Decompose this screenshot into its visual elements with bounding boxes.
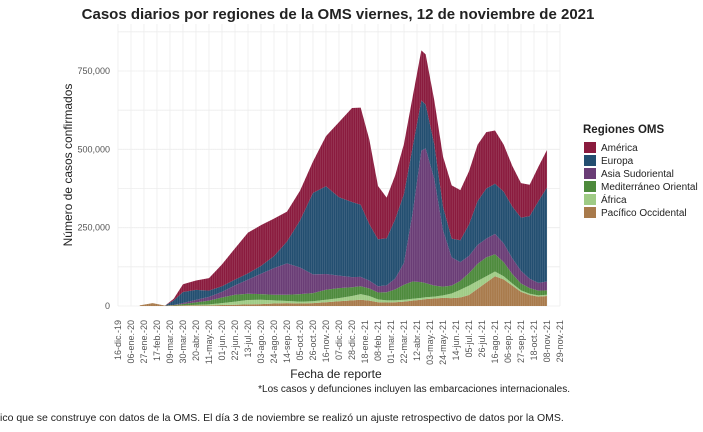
y-tick-label: 500,000: [77, 144, 110, 154]
x-tick-label: 01-mar.-21: [386, 320, 396, 364]
legend: Regiones OMS América Europa Asia Sudorient…: [583, 124, 698, 219]
legend-swatch: [584, 142, 596, 153]
x-axis-title: Fecha de reporte: [290, 367, 382, 381]
area-america: [139, 50, 547, 306]
stacked-areas: [119, 24, 548, 306]
area-asia-sudoriental: [139, 148, 547, 306]
x-tick-label: 18-ene.-21: [360, 320, 370, 364]
y-axis-title: Número de casos confirmados: [61, 84, 75, 247]
x-tick-label: 17-feb.-20: [152, 320, 162, 361]
x-tick-label: 14-sep.-20: [282, 320, 292, 363]
legend-label: África: [601, 193, 627, 206]
x-tick-label: 26-oct.-20: [308, 320, 318, 361]
area-pacifico-occidental: [139, 276, 547, 306]
x-tick-label: 11-may.-20: [204, 320, 214, 364]
chart-title: Casos diarios por regiones de la OMS vie…: [82, 6, 595, 23]
x-tick-label: 27-sep.-21: [516, 320, 526, 363]
legend-swatch: [584, 194, 596, 205]
x-tick-label: 24-ago.-20: [269, 320, 279, 364]
x-tick-label: 16-ago.-21: [490, 320, 500, 364]
legend-label: Mediterráneo Oriental: [601, 182, 698, 193]
legend-swatch: [584, 168, 596, 179]
x-tick-label: 07-dic.-20: [334, 320, 344, 360]
y-tick-label: 250,000: [77, 223, 110, 233]
x-tick-label: 26-jul.-21: [477, 320, 487, 358]
x-tick-label: 01-jun.-20: [217, 320, 227, 361]
page-caption: ico que se construye con datos de la OMS…: [0, 412, 564, 424]
legend-label: América: [601, 143, 638, 154]
x-tick-label: 06-ene.-20: [126, 320, 136, 364]
legend-swatch: [584, 181, 596, 192]
x-tick-label: 16-nov.-20: [321, 320, 331, 362]
x-tick-label: 28-dic.-20: [347, 320, 357, 360]
x-tick-label: 22-mar.-21: [399, 320, 409, 364]
legend-label: Europa: [601, 156, 634, 167]
x-tick-labels: 16-dic.-19 06-ene.-20 27-ene.-20 17-feb.-20…: [113, 320, 565, 365]
x-tick-label: 27-ene.-20: [139, 320, 149, 364]
legend-label: Pacífico Occidental: [601, 208, 687, 219]
x-tick-label: 18-oct.-21: [529, 320, 539, 361]
x-tick-label: 13-jul.-20: [243, 320, 253, 358]
y-tick-labels: 0 250,000 500,000 750,000: [77, 66, 110, 311]
legend-swatch: [584, 155, 596, 166]
x-tick-label: 20-abr.-20: [191, 320, 201, 361]
x-tick-label: 06-sep.-21: [503, 320, 513, 363]
x-tick-label: 08-feb.-21: [373, 320, 383, 361]
x-tick-label: 30-mar.-20: [178, 320, 188, 364]
x-tick-label: 05-jul.-21: [464, 320, 474, 358]
x-tick-label: 24-may.-21: [438, 320, 448, 365]
x-tick-label: 12-abr.-21: [412, 320, 422, 361]
x-tick-label: 14-jun.-21: [451, 320, 461, 361]
area-africa: [139, 271, 547, 306]
x-tick-label: 22-jun.-20: [230, 320, 240, 361]
legend-items: América Europa Asia Sudoriental Mediterráne…: [584, 142, 698, 219]
x-tick-label: 16-dic.-19: [113, 320, 123, 360]
legend-label: Asia Sudoriental: [601, 169, 674, 180]
x-tick-label: 05-oct.-20: [295, 320, 305, 361]
y-tick-label: 0: [105, 301, 110, 311]
area-europa: [139, 100, 547, 306]
x-tick-label: 03-ago.-20: [256, 320, 266, 364]
legend-swatch: [584, 207, 596, 218]
chart-footnote: *Los casos y defunciones incluyen las em…: [258, 384, 570, 395]
x-tick-label: 09-mar.-20: [165, 320, 175, 364]
area-mediterraneo-oriental: [139, 254, 547, 306]
x-tick-label: 29-nov.-21: [555, 320, 565, 362]
x-tick-label: 08-nov.-21: [542, 320, 552, 362]
legend-title: Regiones OMS: [583, 124, 664, 136]
y-tick-label: 750,000: [77, 66, 110, 76]
x-tick-label: 03-may.-21: [425, 320, 435, 365]
